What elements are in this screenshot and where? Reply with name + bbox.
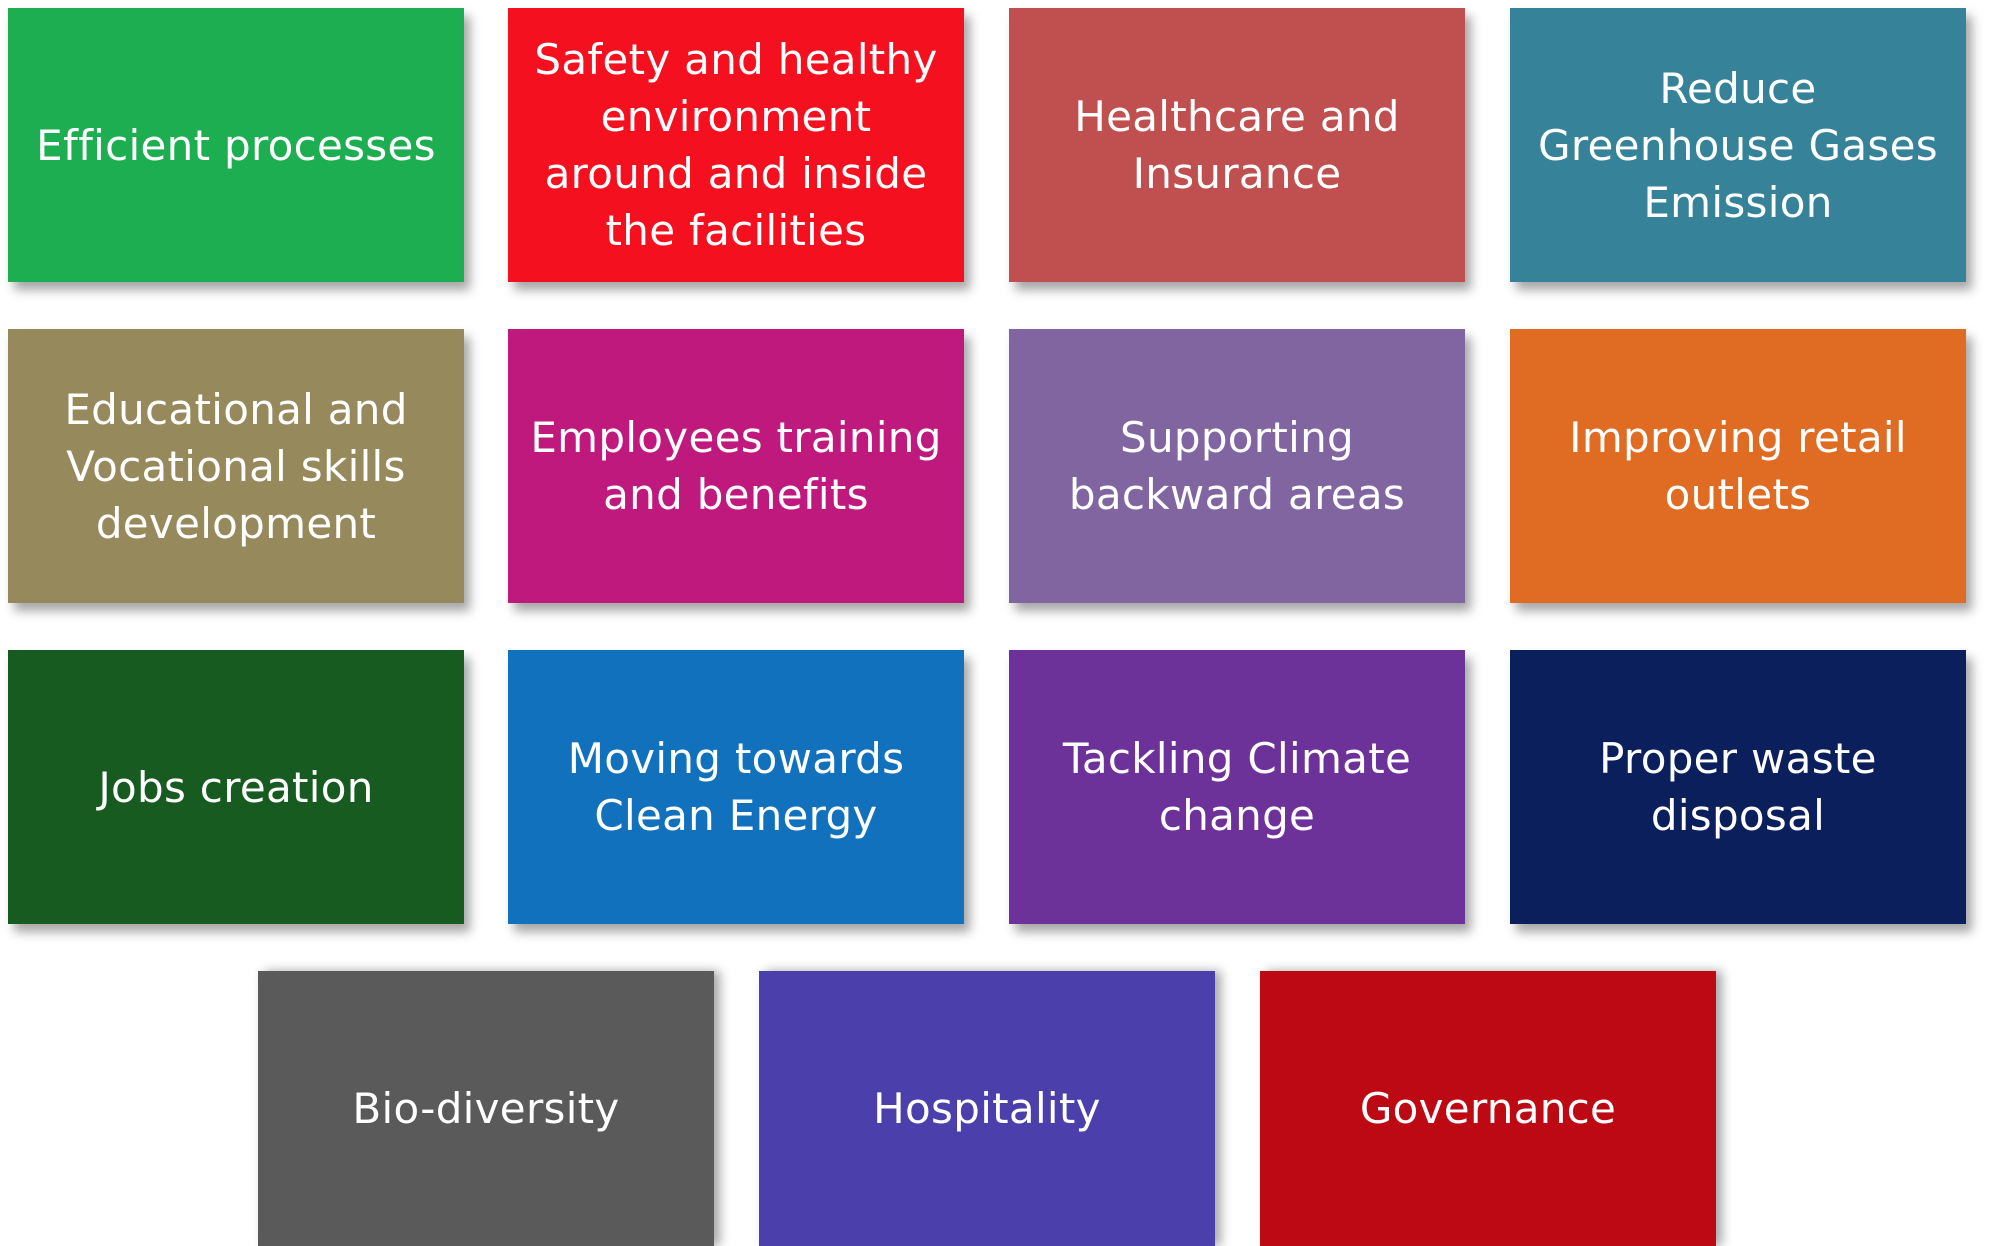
tile-label: Improving retail outlets xyxy=(1569,413,1907,519)
tile-label: Employees training and benefits xyxy=(530,413,942,519)
tile-label: Healthcare and Insurance xyxy=(1074,92,1400,198)
tile-label: Moving towards Clean Energy xyxy=(567,734,905,840)
tile-label: Educational and Vocational skills develo… xyxy=(64,384,408,548)
tile-bio-diversity: Bio-diversity xyxy=(258,971,714,1246)
tile-label: Governance xyxy=(1359,1084,1617,1133)
tile-safety-healthy-environment: Safety and healthy environment around an… xyxy=(508,8,964,282)
tile-reduce-greenhouse-gases: Reduce Greenhouse Gases Emission xyxy=(1510,8,1966,282)
tile-employees-training-benefits: Employees training and benefits xyxy=(508,329,964,603)
tile-hospitality: Hospitality xyxy=(759,971,1215,1246)
tile-efficient-processes: Efficient processes xyxy=(8,8,464,282)
tile-label: Jobs creation xyxy=(98,762,374,812)
tile-proper-waste-disposal: Proper waste disposal xyxy=(1510,650,1966,924)
tile-label: Reduce Greenhouse Gases Emission xyxy=(1538,63,1938,227)
tile-label: Safety and healthy environment around an… xyxy=(534,35,938,255)
tile-jobs-creation: Jobs creation xyxy=(8,650,464,924)
tile-label: Hospitality xyxy=(873,1084,1101,1133)
tile-clean-energy: Moving towards Clean Energy xyxy=(508,650,964,924)
tile-governance: Governance xyxy=(1260,971,1716,1246)
tile-label: Bio-diversity xyxy=(352,1084,620,1133)
tile-label: Proper waste disposal xyxy=(1599,734,1877,840)
tile-supporting-backward-areas: Supporting backward areas xyxy=(1009,329,1465,603)
tile-label: Efficient processes xyxy=(36,120,436,170)
tile-healthcare-insurance: Healthcare and Insurance xyxy=(1009,8,1465,282)
tile-improving-retail-outlets: Improving retail outlets xyxy=(1510,329,1966,603)
tile-label: Tackling Climate change xyxy=(1062,734,1412,840)
tile-educational-vocational-skills: Educational and Vocational skills develo… xyxy=(8,329,464,603)
tile-tackling-climate-change: Tackling Climate change xyxy=(1009,650,1465,924)
tile-label: Supporting backward areas xyxy=(1068,413,1406,519)
